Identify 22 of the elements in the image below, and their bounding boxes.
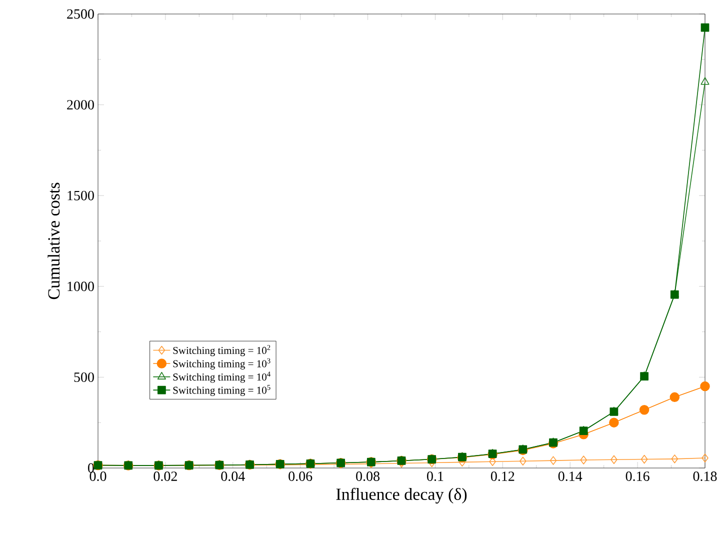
- x-axis-title: Influence decay (δ): [336, 488, 467, 504]
- y-tick-label: 0: [88, 463, 94, 473]
- x-tick-label: 0.06: [288, 472, 312, 482]
- y-tick-label: 1500: [68, 190, 94, 200]
- x-tick-label: 0.12: [490, 472, 514, 482]
- legend-label: Switching timing = 10$^{3}$: [173, 358, 270, 370]
- y-tick-label: 1000: [68, 282, 94, 292]
- legend-label: Switching timing = 10$^{2}$: [173, 345, 270, 356]
- x-tick-label: 0.16: [626, 472, 650, 482]
- legend-label: Switching timing = 10$^{4}$: [173, 372, 270, 383]
- y-tick-label: 500: [74, 372, 94, 382]
- x-tick-label: 0.08: [356, 472, 380, 482]
- x-tick-label: 0.0: [90, 472, 106, 482]
- y-tick-label: 2000: [67, 100, 94, 110]
- x-tick-label: 0.04: [221, 472, 245, 482]
- y-axis-title: Cumulative costs: [48, 182, 60, 300]
- x-tick-label: 0.14: [558, 472, 582, 482]
- x-tick-label: 0.18: [693, 472, 717, 482]
- legend-label: Switching timing = 10$^{5}$: [173, 384, 270, 396]
- y-tick-label: 2500: [67, 9, 94, 19]
- x-tick-label: 0.02: [154, 472, 177, 482]
- x-tick-label: 0.1: [427, 472, 444, 482]
